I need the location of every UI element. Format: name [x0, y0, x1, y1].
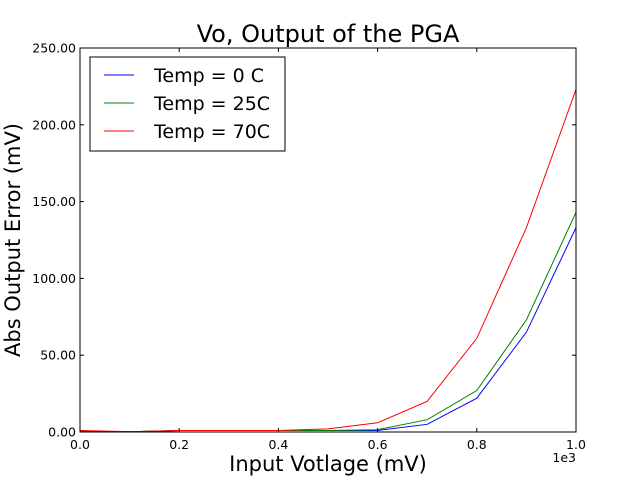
y-tick-label: 100.00 [32, 271, 76, 286]
y-axis-label: Abs Output Error (mV) [1, 123, 25, 357]
y-tick-label: 0.00 [48, 425, 76, 440]
y-tick-label: 250.00 [32, 41, 76, 56]
chart-title: Vo, Output of the PGA [197, 20, 460, 48]
y-tick-label: 50.00 [40, 348, 76, 363]
plot-area [79, 89, 577, 433]
series-line-2 [79, 212, 577, 433]
x-tick-label: 1.0 [566, 437, 586, 452]
x-tick-label: 0.2 [169, 437, 189, 452]
series-line-1 [79, 227, 577, 433]
x-tick-label: 0.4 [268, 437, 288, 452]
x-axis-label: Input Votlage (mV) [229, 452, 427, 476]
axes-frame [79, 47, 577, 433]
axis-ticks: 0.0 0.2 0.4 0.6 0.8 1.0 0.00 50.00 100.00 150.00 2… [32, 41, 586, 453]
legend: Temp = 0 C Temp = 25C Temp = 70C [89, 56, 286, 152]
y-tick-label: 150.00 [32, 194, 76, 209]
x-offset-label: 1e3 [552, 450, 576, 465]
y-tick-label: 200.00 [32, 117, 76, 132]
legend-box [89, 56, 286, 152]
legend-label-2: Temp = 25C [153, 93, 270, 115]
x-tick-label: 0.0 [70, 437, 90, 452]
series-line-3 [79, 89, 577, 433]
legend-label-1: Temp = 0 C [153, 65, 264, 87]
x-tick-label: 0.6 [368, 437, 388, 452]
legend-label-3: Temp = 70C [153, 121, 270, 143]
x-tick-label: 0.8 [467, 437, 487, 452]
